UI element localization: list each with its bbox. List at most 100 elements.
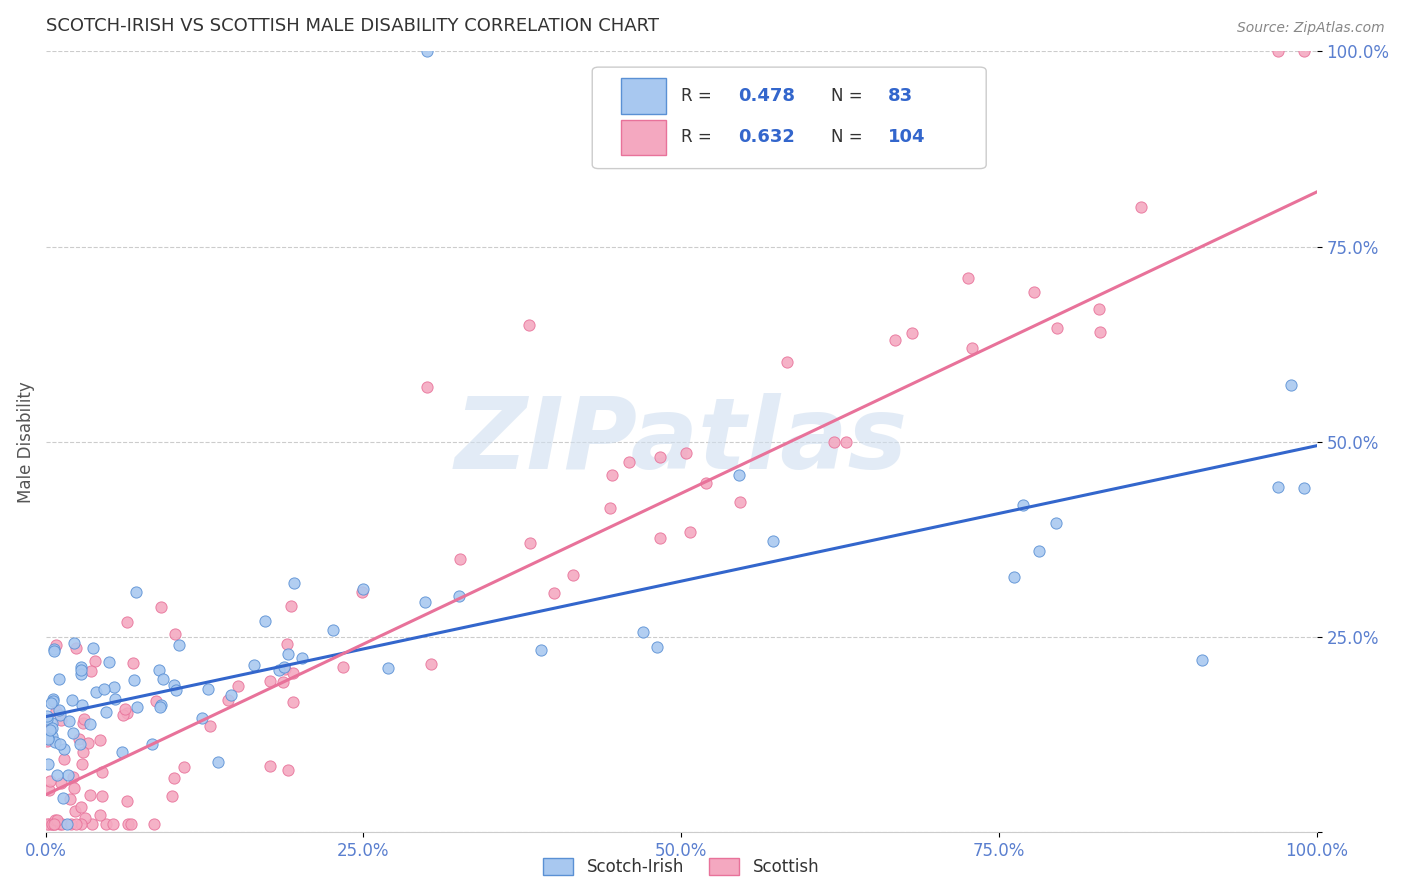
FancyBboxPatch shape [621, 78, 666, 113]
Legend: Scotch-Irish, Scottish: Scotch-Irish, Scottish [537, 851, 825, 882]
Point [69, 660, 91, 674]
Point [277, 763, 299, 777]
Point [274, 662, 297, 676]
Point [1088, 325, 1111, 339]
Point [63, 636, 86, 650]
Point [42, 817, 65, 831]
Point [416, 45, 439, 59]
Point [120, 817, 142, 831]
Point [150, 599, 173, 614]
Point [41, 729, 63, 743]
Point [38, 817, 60, 831]
Point [70, 817, 93, 831]
Point [73, 811, 96, 825]
Point [48, 672, 70, 686]
Point [419, 657, 441, 671]
Point [37, 756, 59, 771]
Point [145, 694, 167, 708]
Text: Source: ZipAtlas.com: Source: ZipAtlas.com [1237, 21, 1385, 35]
Text: 0.632: 0.632 [738, 128, 796, 146]
Point [41, 721, 63, 735]
Point [117, 817, 139, 831]
Point [173, 760, 195, 774]
Text: R =: R = [681, 128, 717, 146]
Point [152, 672, 174, 686]
Point [49, 713, 72, 727]
Point [281, 695, 304, 709]
Point [125, 584, 148, 599]
Point [695, 475, 717, 490]
Point [80, 664, 103, 678]
Point [517, 318, 540, 332]
Point [38, 783, 60, 797]
Point [62, 770, 84, 784]
Point [42, 642, 65, 657]
Point [352, 582, 374, 596]
Point [149, 700, 172, 714]
Point [1046, 320, 1069, 334]
Point [619, 455, 641, 469]
Point [1002, 570, 1025, 584]
Point [519, 535, 541, 549]
Point [48, 703, 70, 717]
Point [226, 679, 249, 693]
Point [38, 723, 60, 737]
Point [44, 817, 66, 831]
Point [35, 817, 58, 831]
Point [48, 737, 70, 751]
Point [35, 734, 58, 748]
Point [416, 380, 439, 394]
Point [1129, 200, 1152, 214]
Point [37, 731, 59, 746]
Point [38, 774, 60, 789]
Point [1087, 301, 1109, 316]
Point [56, 768, 79, 782]
Point [1292, 45, 1315, 59]
Point [76, 736, 98, 750]
Point [37, 709, 59, 723]
Point [65, 817, 87, 831]
Point [41, 716, 63, 731]
Text: SCOTCH-IRISH VS SCOTTISH MALE DISABILITY CORRELATION CHART: SCOTCH-IRISH VS SCOTTISH MALE DISABILITY… [46, 17, 659, 35]
Point [277, 647, 299, 661]
Point [259, 674, 281, 689]
Point [65, 640, 87, 655]
Point [70, 800, 93, 814]
Point [141, 737, 163, 751]
Point [1191, 653, 1213, 667]
Point [447, 590, 470, 604]
Point [121, 657, 143, 671]
Point [163, 771, 186, 785]
Point [160, 789, 183, 804]
Point [94, 705, 117, 719]
Point [115, 615, 138, 630]
Point [271, 674, 294, 689]
Point [1022, 285, 1045, 299]
Point [148, 664, 170, 678]
Point [142, 817, 165, 831]
Point [49, 776, 72, 790]
Point [352, 584, 374, 599]
Text: 104: 104 [889, 128, 925, 146]
Point [37, 731, 59, 745]
Point [56, 817, 79, 831]
Point [1292, 481, 1315, 495]
Point [1011, 499, 1033, 513]
Point [89, 733, 111, 747]
Point [111, 745, 134, 759]
Point [163, 678, 186, 692]
FancyBboxPatch shape [592, 67, 986, 169]
Point [377, 661, 399, 675]
Point [1267, 45, 1289, 59]
Point [332, 659, 354, 673]
Point [45, 704, 67, 718]
Point [103, 680, 125, 694]
Point [82, 641, 104, 656]
Point [730, 495, 752, 509]
Point [79, 717, 101, 731]
Point [562, 568, 585, 582]
Point [93, 681, 115, 696]
Point [530, 643, 553, 657]
Point [52, 791, 75, 805]
Point [115, 706, 138, 721]
